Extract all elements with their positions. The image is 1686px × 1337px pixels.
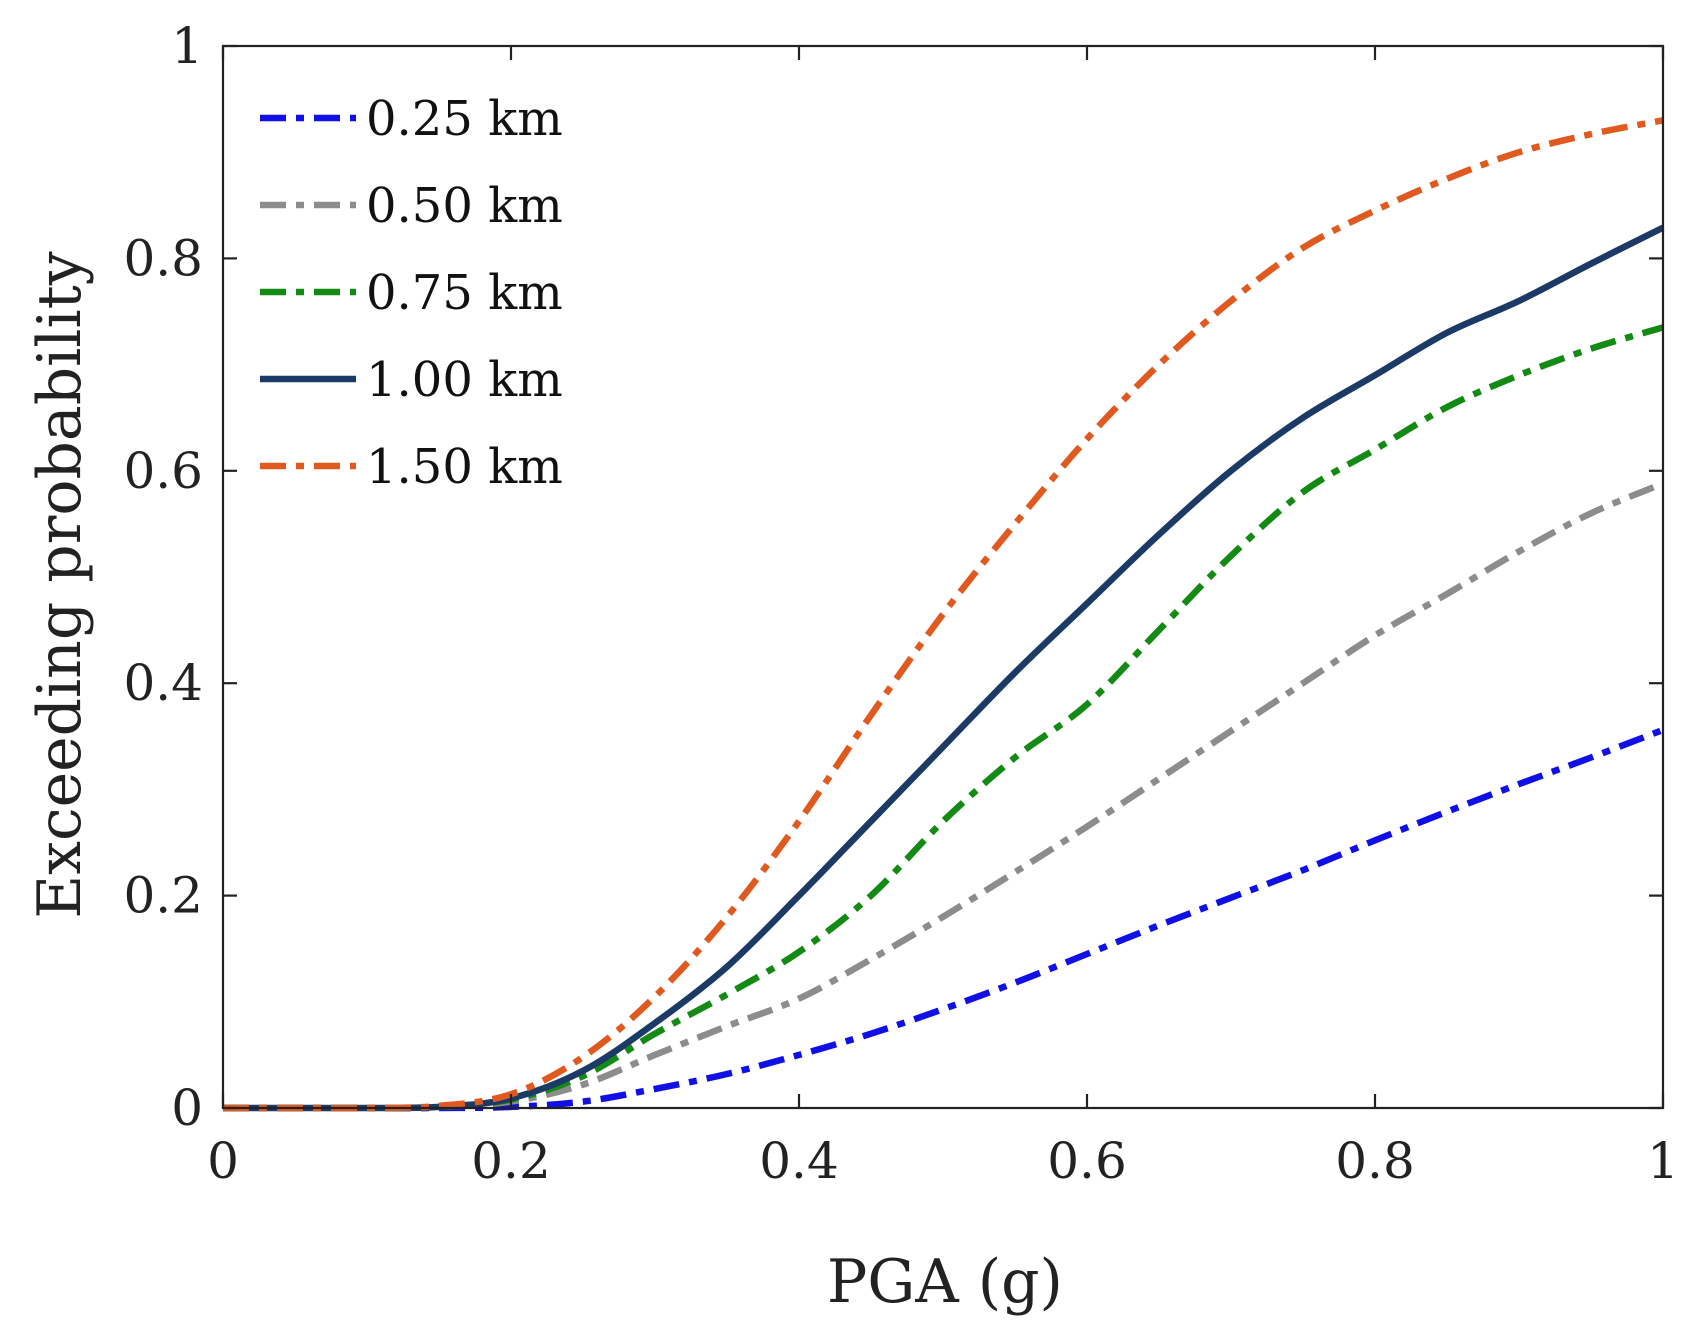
x-tick-label: 1 xyxy=(1647,1132,1679,1190)
y-tick-label: 0.2 xyxy=(123,867,203,925)
x-tick-label: 0 xyxy=(207,1132,239,1190)
x-tick-label: 0.6 xyxy=(1047,1132,1127,1190)
x-tick-label: 0.2 xyxy=(471,1132,551,1190)
series-line-0-50-km xyxy=(223,480,1665,1112)
plot-area xyxy=(223,117,1665,1112)
x-tick-label: 0.4 xyxy=(759,1132,839,1190)
x-axis-title: PGA (g) xyxy=(827,1247,1063,1317)
y-tick-label: 0.4 xyxy=(123,654,203,712)
legend-label: 0.25 km xyxy=(366,91,563,147)
legend-label: 0.50 km xyxy=(366,178,563,234)
legend-label: 1.00 km xyxy=(366,352,563,408)
legend-label: 1.50 km xyxy=(366,439,563,495)
y-tick-label: 0 xyxy=(171,1079,203,1137)
y-tick-label: 0.8 xyxy=(123,229,203,287)
axes-frame xyxy=(221,44,1665,1110)
y-tick-label: 1 xyxy=(171,17,203,75)
x-tick-label: 0.8 xyxy=(1335,1132,1415,1190)
legend-label: 0.75 km xyxy=(366,265,563,321)
legend: 0.25 km 0.50 km 0.75 km 1.00 km 1.50 km xyxy=(260,91,563,495)
series-line-1-50-km xyxy=(223,117,1664,1112)
y-tick-label: 0.6 xyxy=(123,442,203,500)
axes: 0 0.2 0.4 0.6 0.8 1 0 0.2 0.4 0.6 0.8 1 xyxy=(123,17,1678,1190)
y-axis-title: Exceeding probability xyxy=(25,251,95,918)
